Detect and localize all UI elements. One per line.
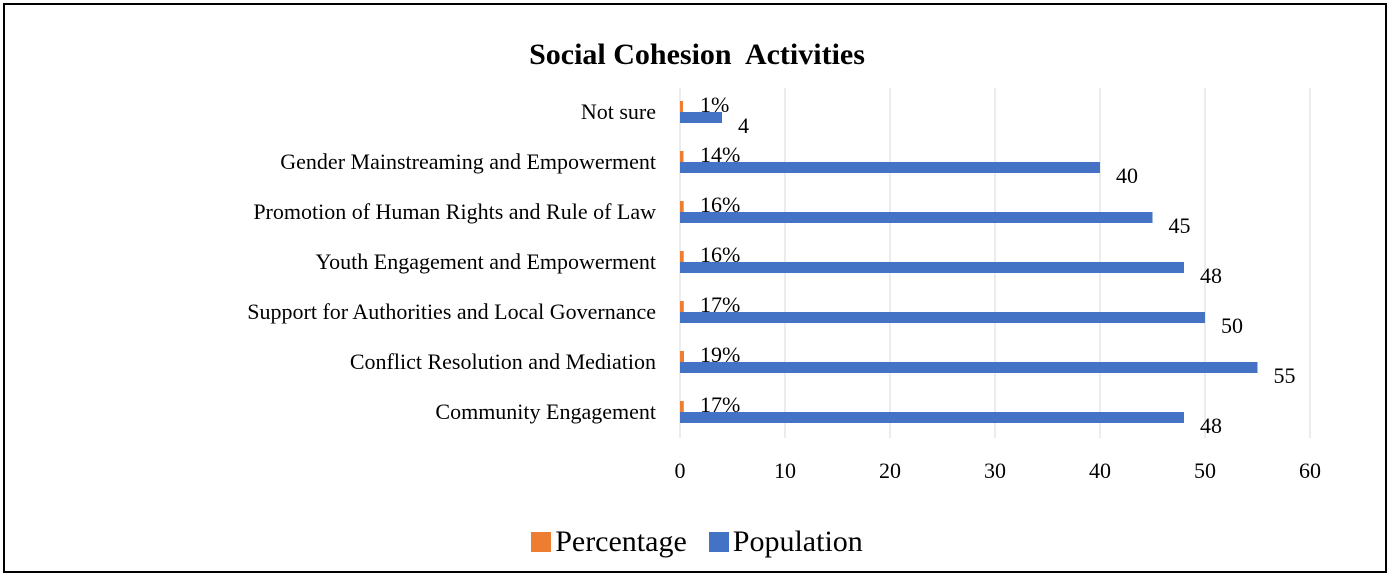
- category-label: Support for Authorities and Local Govern…: [247, 299, 656, 324]
- bar-population: [680, 212, 1153, 223]
- legend-item-population: Population: [708, 525, 863, 559]
- x-tick-label: 10: [774, 458, 796, 483]
- bar-population: [680, 112, 722, 123]
- data-label-population: 55: [1274, 363, 1296, 388]
- data-label-population: 45: [1169, 213, 1191, 238]
- x-tick-label: 20: [879, 458, 901, 483]
- bar-population: [680, 262, 1184, 273]
- bar-percentage: [680, 251, 684, 262]
- legend-swatch-population: [708, 532, 729, 552]
- data-label-population: 4: [738, 113, 749, 138]
- bar-population: [680, 412, 1184, 423]
- category-label: Gender Mainstreaming and Empowerment: [280, 149, 656, 174]
- legend-swatch-percentage: [531, 532, 552, 552]
- chart-title: Social Cohesion Activities: [529, 38, 865, 71]
- data-label-population: 48: [1200, 413, 1222, 438]
- bar-population: [680, 312, 1205, 323]
- category-label: Promotion of Human Rights and Rule of La…: [253, 199, 656, 224]
- x-tick-label: 50: [1194, 458, 1216, 483]
- data-label-population: 50: [1221, 313, 1243, 338]
- chart-frame: [3, 3, 1387, 573]
- x-tick-label: 0: [675, 458, 686, 483]
- bar-population: [680, 362, 1258, 373]
- bar-percentage: [680, 301, 684, 312]
- bar-percentage: [680, 151, 684, 162]
- bar-percentage: [680, 401, 684, 412]
- x-tick-label: 40: [1089, 458, 1111, 483]
- bar-percentage: [680, 201, 684, 212]
- category-label: Youth Engagement and Empowerment: [315, 249, 656, 274]
- bar-percentage: [680, 351, 684, 362]
- x-tick-label: 60: [1299, 458, 1321, 483]
- category-label: Conflict Resolution and Mediation: [350, 349, 656, 374]
- legend-label-population: Population: [732, 525, 863, 558]
- data-label-population: 40: [1116, 163, 1138, 188]
- category-label: Not sure: [581, 99, 656, 124]
- data-label-population: 48: [1200, 263, 1222, 288]
- legend-item-percentage: Percentage: [531, 525, 687, 559]
- bar-population: [680, 162, 1100, 173]
- x-tick-label: 30: [984, 458, 1006, 483]
- bar-percentage: [680, 101, 683, 112]
- legend-label-percentage: Percentage: [555, 525, 687, 558]
- category-label: Community Engagement: [435, 399, 656, 424]
- legend: Percentage Population: [0, 525, 1394, 559]
